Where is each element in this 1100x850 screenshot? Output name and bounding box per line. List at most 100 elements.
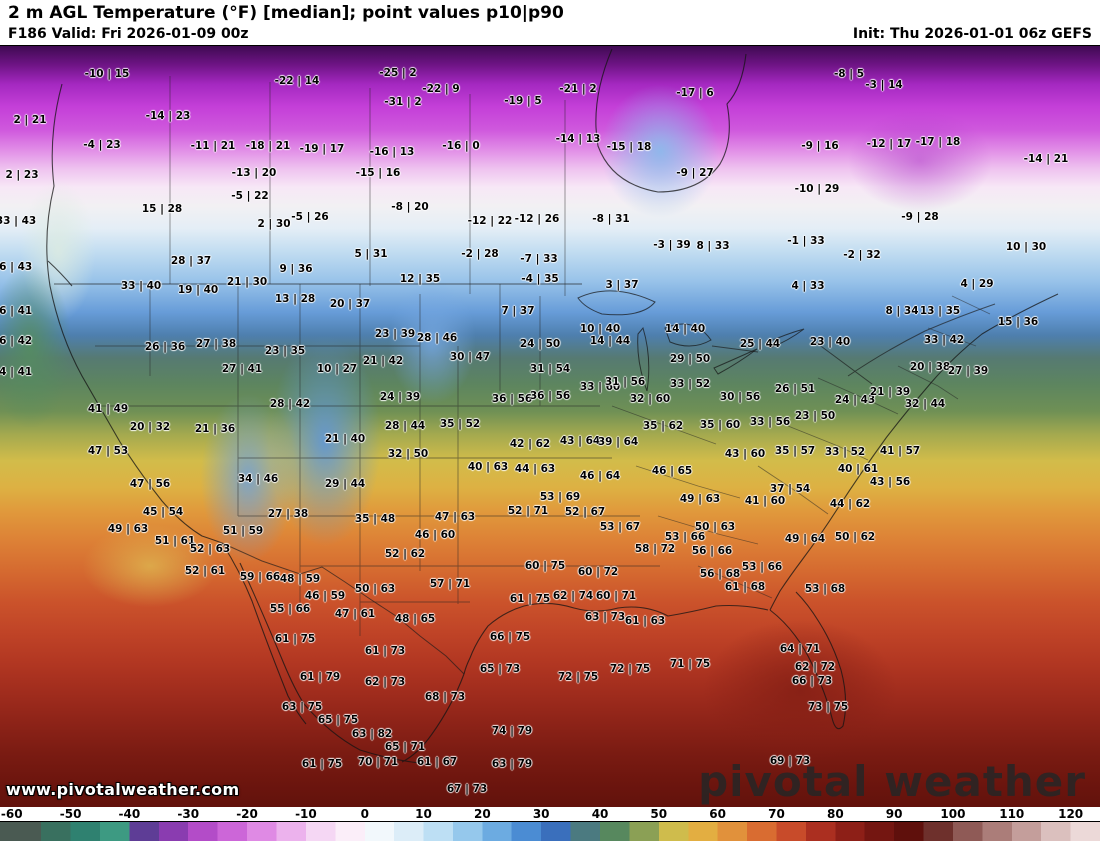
point-value: 9 | 36	[279, 262, 313, 275]
point-value: 74 | 79	[491, 724, 533, 737]
pivotal-weather-logo: pivotal weather	[698, 757, 1086, 807]
point-value: -8 | 20	[391, 200, 429, 213]
point-value: 63 | 73	[584, 610, 626, 623]
point-value: 32 | 44	[904, 397, 946, 410]
point-value: 61 | 75	[509, 592, 551, 605]
point-value: 10 | 40	[579, 322, 621, 335]
colorbar-tick: 0	[360, 807, 369, 822]
point-value: 27 | 38	[267, 507, 309, 520]
point-value: 15 | 28	[141, 202, 183, 215]
point-value: 37 | 54	[769, 482, 811, 495]
point-value: -9 | 28	[901, 210, 939, 223]
point-value: 34 | 41	[0, 365, 33, 378]
point-value: -4 | 35	[521, 272, 559, 285]
point-value: 56 | 68	[699, 567, 741, 580]
colorbar-tick: 40	[591, 807, 609, 822]
point-value: 32 | 60	[629, 392, 671, 405]
point-value: 24 | 50	[519, 337, 561, 350]
point-value: 29 | 44	[324, 477, 366, 490]
point-value: 45 | 54	[142, 505, 184, 518]
point-value: 7 | 37	[501, 304, 535, 317]
point-value: 53 | 68	[804, 582, 846, 595]
point-value: 65 | 71	[384, 740, 426, 753]
point-value: -5 | 22	[231, 189, 269, 202]
point-value: 52 | 71	[507, 504, 549, 517]
point-value: 31 | 56	[604, 375, 646, 388]
point-value: 53 | 67	[599, 520, 641, 533]
colorbar-tick: 70	[768, 807, 785, 822]
point-value: 71 | 75	[669, 657, 711, 670]
header: 2 m AGL Temperature (°F) [median]; point…	[0, 0, 1100, 45]
point-value: 60 | 71	[595, 589, 637, 602]
colorbar-tick: 50	[650, 807, 668, 822]
colorbar-tick: -20	[236, 807, 258, 822]
point-value: 61 | 75	[274, 632, 316, 645]
point-value: -13 | 20	[231, 166, 277, 179]
point-value: 56 | 66	[691, 544, 733, 557]
point-value: 40 | 61	[837, 462, 879, 475]
point-value: 33 | 40	[120, 279, 162, 292]
colorbar-tick: 60	[709, 807, 726, 822]
point-value: 28 | 44	[384, 419, 426, 432]
point-value: 35 | 52	[439, 417, 481, 430]
point-value: 33 | 56	[749, 415, 791, 428]
point-value: 59 | 66	[239, 570, 281, 583]
point-value: -12 | 22	[467, 214, 513, 227]
point-value: -10 | 29	[794, 182, 840, 195]
point-value: 23 | 35	[264, 344, 306, 357]
point-value: 65 | 73	[479, 662, 521, 675]
point-value: -18 | 21	[245, 139, 291, 152]
point-value: 70 | 71	[357, 755, 399, 768]
point-value: -3 | 39	[653, 238, 691, 251]
point-value: 10 | 30	[1005, 240, 1047, 253]
point-value: -16 | 13	[369, 145, 415, 158]
point-value: 46 | 65	[651, 464, 693, 477]
point-value: 46 | 60	[414, 528, 456, 541]
point-value: 2 | 23	[5, 168, 39, 181]
point-value: -9 | 27	[676, 166, 714, 179]
point-value: 36 | 41	[0, 304, 33, 317]
point-value: -5 | 26	[291, 210, 329, 223]
point-value: 61 | 67	[416, 755, 458, 768]
colorbar-tick: -10	[295, 807, 317, 822]
point-value: 72 | 75	[609, 662, 651, 675]
point-value: 50 | 63	[354, 582, 396, 595]
point-value: 43 | 60	[724, 447, 766, 460]
point-value: 36 | 56	[491, 392, 533, 405]
point-value: 47 | 53	[87, 444, 129, 457]
point-value: 33 | 42	[923, 333, 965, 346]
point-value: 15 | 36	[997, 315, 1039, 328]
point-value: 35 | 60	[699, 418, 741, 431]
valid-time-label: F186 Valid: Fri 2026-01-09 00z	[8, 26, 249, 43]
point-value: 35 | 48	[354, 512, 396, 525]
point-labels-layer: -10 | 15 -22 | 14 -25 | 2 -22 | 9 2 | 21 -14 …	[0, 46, 1100, 807]
point-value: 48 | 59	[279, 572, 321, 585]
point-value: 41 | 49	[87, 402, 129, 415]
point-value: 60 | 72	[577, 565, 619, 578]
point-value: 47 | 56	[129, 477, 171, 490]
point-value: 61 | 75	[301, 757, 343, 770]
point-value: 47 | 63	[434, 510, 476, 523]
point-value: 33 | 52	[824, 445, 866, 458]
point-value: 35 | 57	[774, 444, 816, 457]
point-value: 21 | 36	[194, 422, 236, 435]
point-value: -1 | 33	[787, 234, 825, 247]
header-subrow: F186 Valid: Fri 2026-01-09 00z Init: Thu…	[8, 24, 1092, 45]
point-value: 33 | 52	[669, 377, 711, 390]
point-value: -17 | 18	[915, 135, 961, 148]
point-value: 24 | 43	[834, 393, 876, 406]
colorbar-tick: 110	[999, 807, 1025, 822]
colorbar-tick: 20	[473, 807, 491, 822]
point-value: 61 | 68	[724, 580, 766, 593]
point-value: 40 | 63	[467, 460, 509, 473]
point-value: 42 | 62	[509, 437, 551, 450]
point-value: 31 | 54	[529, 362, 571, 375]
point-value: 68 | 73	[424, 690, 466, 703]
point-value: 50 | 63	[694, 520, 736, 533]
colorbar-tick: 80	[826, 807, 844, 822]
point-value: 46 | 59	[304, 589, 346, 602]
point-value: -15 | 16	[355, 166, 401, 179]
point-value: 5 | 31	[354, 247, 388, 260]
coastline-paths	[46, 48, 1059, 764]
